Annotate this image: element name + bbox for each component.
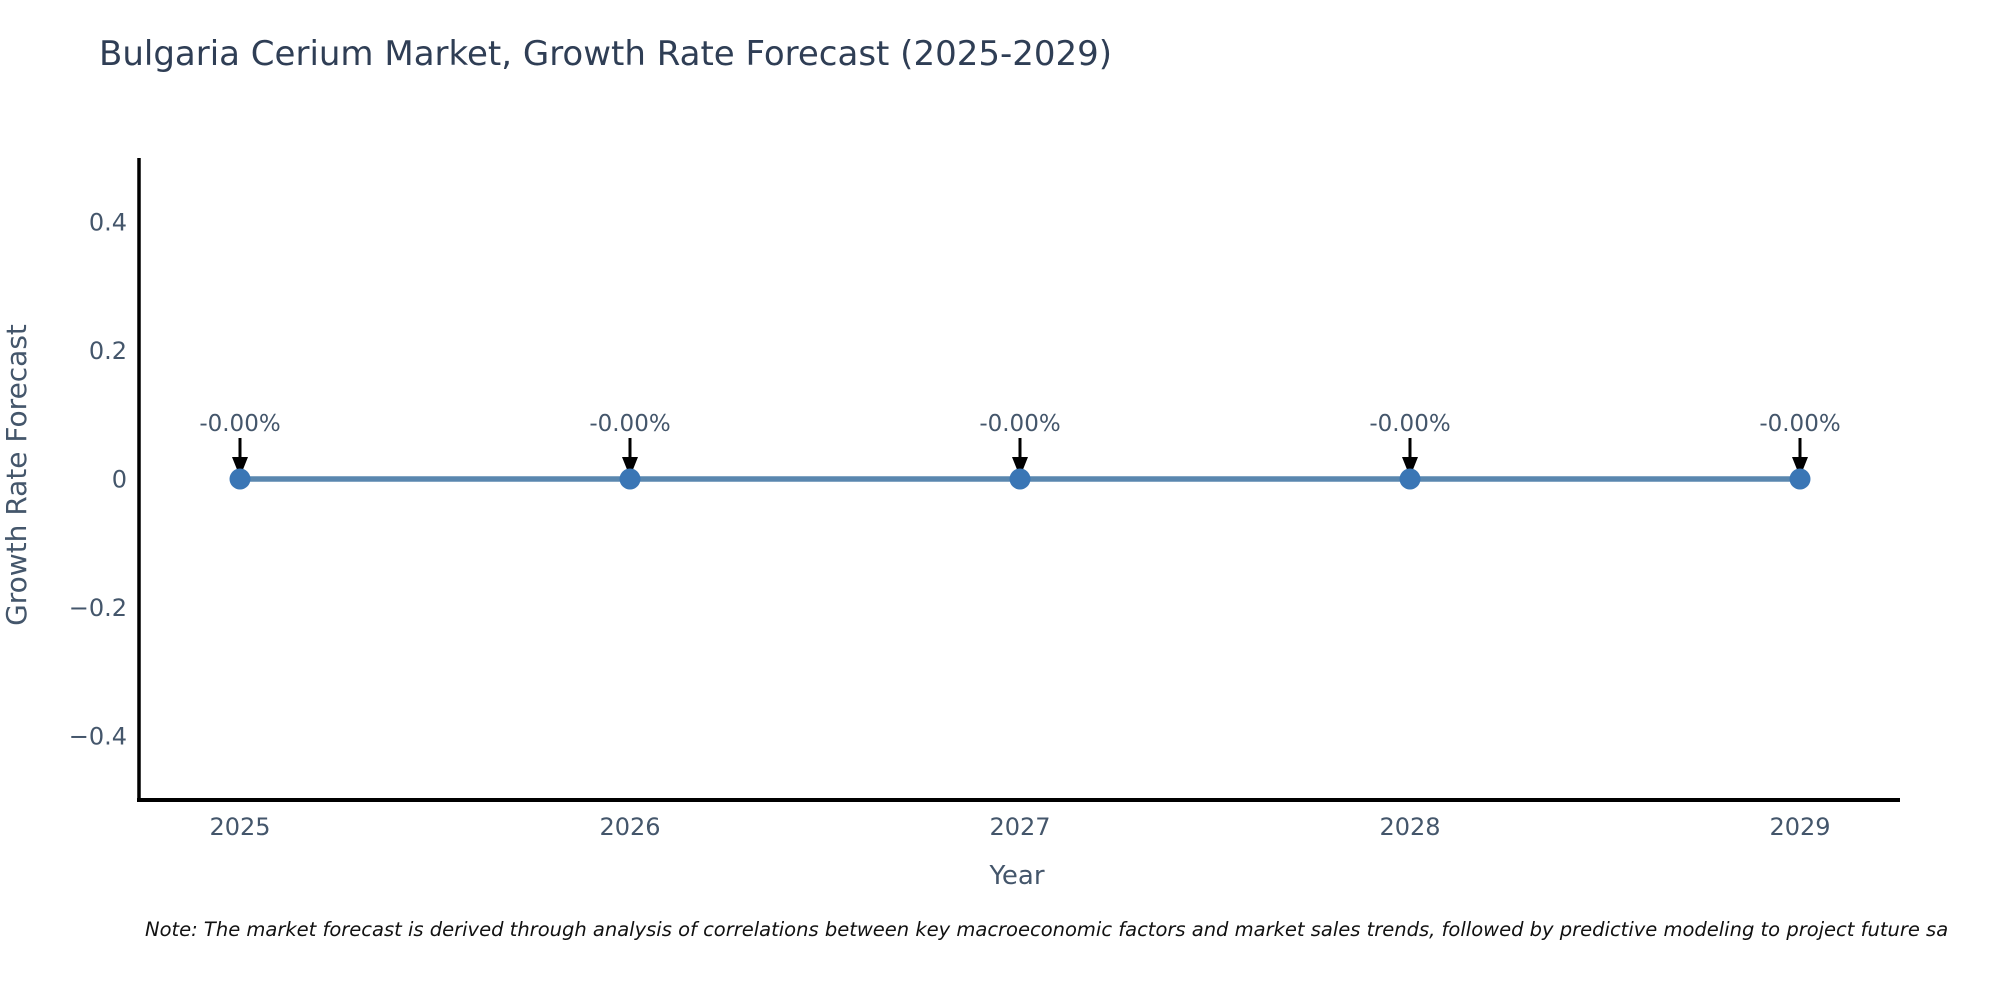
annotation-arrowhead-icon — [1012, 457, 1028, 477]
x-tick-label: 2026 — [599, 813, 660, 841]
y-axis-title: Growth Rate Forecast — [0, 324, 33, 626]
data-point-marker — [1789, 468, 1811, 490]
data-point-label: -0.00% — [1369, 411, 1450, 437]
data-point-marker — [619, 468, 641, 490]
data-point-marker — [1399, 468, 1421, 490]
annotation-arrowhead-icon — [1402, 457, 1418, 477]
data-point-marker — [229, 468, 251, 490]
annotation-arrowhead-icon — [1792, 457, 1808, 477]
y-tick-label: 0.2 — [89, 337, 127, 365]
y-tick-label: 0.4 — [89, 209, 127, 237]
x-tick-label: 2025 — [209, 813, 270, 841]
x-tick-label: 2029 — [1769, 813, 1830, 841]
x-tick-label: 2028 — [1379, 813, 1440, 841]
y-tick-label: −0.2 — [69, 594, 127, 622]
footnote: Note: The market forecast is derived thr… — [145, 918, 1949, 941]
data-point-marker — [1009, 468, 1031, 490]
data-point-label: -0.00% — [979, 411, 1060, 437]
y-tick-label: −0.4 — [69, 722, 127, 750]
annotation-arrowhead-icon — [232, 457, 248, 477]
x-axis-title: Year — [988, 861, 1044, 891]
data-point-label: -0.00% — [199, 411, 280, 437]
data-point-label: -0.00% — [589, 411, 670, 437]
y-tick-label: 0 — [112, 466, 127, 494]
data-point-label: -0.00% — [1759, 411, 1840, 437]
chart-title: Bulgaria Cerium Market, Growth Rate Fore… — [99, 34, 1113, 74]
annotation-arrowhead-icon — [622, 457, 638, 477]
x-tick-label: 2027 — [989, 813, 1050, 841]
